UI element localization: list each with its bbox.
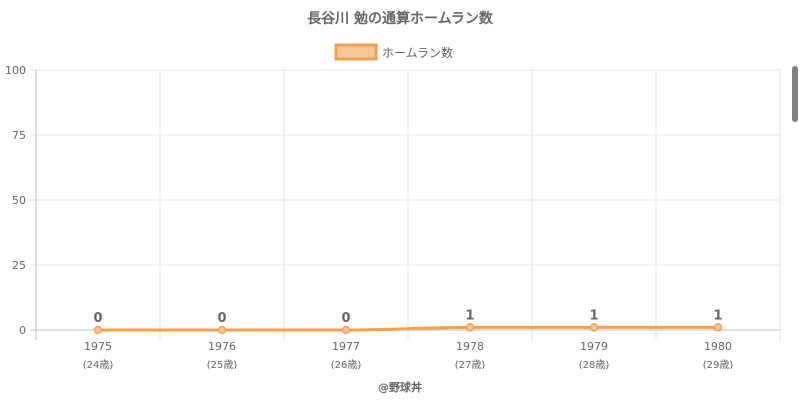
x-tick-label: 1980 [704,340,732,353]
data-point[interactable] [93,325,103,335]
x-tick-sublabel: (24歳) [83,359,114,371]
legend-swatch [334,43,378,61]
series-homeruns [93,323,723,335]
data-label: 1 [465,308,474,323]
y-tick-label: 25 [12,259,26,272]
data-point[interactable] [217,325,227,335]
data-point[interactable] [341,325,351,335]
data-label: 0 [217,311,226,326]
x-tick-label: 1977 [332,340,360,353]
data-label: 1 [713,308,722,323]
legend-label: ホームラン数 [382,45,453,60]
axes: 02550751001975(24歳)1976(25歳)1977(26歳)197… [5,64,733,371]
x-tick-label: 1975 [84,340,112,353]
scrollbar-thumb[interactable] [792,66,798,122]
x-tick-sublabel: (27歳) [455,359,486,371]
x-tick-sublabel: (26歳) [331,359,362,371]
data-labels: 0 0 0 1 1 1 [93,308,722,326]
data-point[interactable] [589,323,599,332]
x-tick-label: 1976 [208,340,236,353]
data-point[interactable] [465,323,475,332]
y-tick-label: 0 [19,324,26,337]
data-label: 1 [589,308,598,323]
x-tick-sublabel: (28歳) [579,359,610,371]
x-tick-label: 1978 [456,340,484,353]
x-tick-sublabel: (25歳) [207,359,238,371]
data-label: 0 [93,311,102,326]
y-tick-label: 75 [12,129,26,142]
credit-text: @野球丼 [378,380,422,394]
x-tick-sublabel: (29歳) [703,359,734,371]
data-label: 0 [341,311,350,326]
y-tick-label: 50 [12,194,26,207]
x-tick-label: 1979 [580,340,608,353]
series-line [98,325,718,332]
chart-title: 長谷川 勉の通算ホームラン数 [307,10,494,27]
data-point[interactable] [713,323,723,332]
y-tick-label: 100 [5,64,26,77]
grid [30,69,781,340]
legend[interactable]: ホームラン数 [334,43,453,61]
